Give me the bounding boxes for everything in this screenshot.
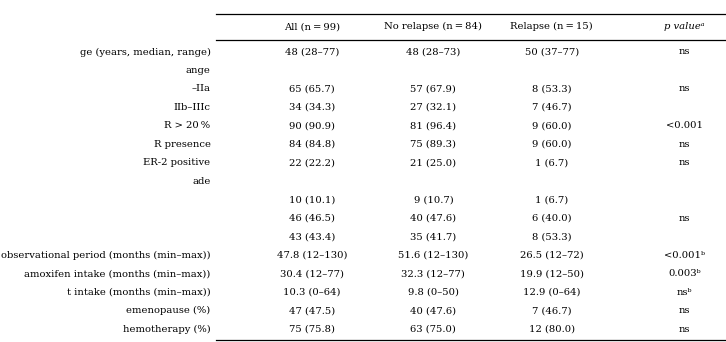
Text: 1 (6.7): 1 (6.7) [535,158,568,168]
Text: 9.8 (0–50): 9.8 (0–50) [408,288,459,297]
Text: All (n = 99): All (n = 99) [284,22,340,31]
Text: 22 (22.2): 22 (22.2) [289,158,335,168]
Text: No relapse (n = 84): No relapse (n = 84) [385,22,482,31]
Text: 46 (46.5): 46 (46.5) [289,214,335,223]
Text: emenopause (%): emenopause (%) [126,306,211,315]
Text: 10.3 (0–64): 10.3 (0–64) [283,288,341,297]
Text: 9 (60.0): 9 (60.0) [532,140,571,149]
Text: 6 (40.0): 6 (40.0) [532,214,571,223]
Text: ns: ns [679,84,690,93]
Text: ns: ns [679,140,690,149]
Text: p valueᵃ: p valueᵃ [664,22,705,31]
Text: 90 (90.9): 90 (90.9) [289,121,335,130]
Text: 19.9 (12–50): 19.9 (12–50) [520,269,584,278]
Text: ns: ns [679,48,690,56]
Text: 81 (96.4): 81 (96.4) [410,121,457,130]
Text: IIb–IIIc: IIb–IIIc [174,103,211,112]
Text: <0.001: <0.001 [666,121,703,130]
Text: 9 (60.0): 9 (60.0) [532,121,571,130]
Text: 75 (89.3): 75 (89.3) [410,140,457,149]
Text: nsᵇ: nsᵇ [677,288,693,297]
Text: t intake (months (min–max)): t intake (months (min–max)) [67,288,211,297]
Text: Relapse (n = 15): Relapse (n = 15) [510,22,593,31]
Text: 7 (46.7): 7 (46.7) [532,103,571,112]
Text: 47 (47.5): 47 (47.5) [289,306,335,315]
Text: ge (years, median, range): ge (years, median, range) [80,48,211,56]
Text: ns: ns [679,325,690,334]
Text: 8 (53.3): 8 (53.3) [532,232,571,241]
Text: 0.003ᵇ: 0.003ᵇ [669,269,701,278]
Text: 27 (32.1): 27 (32.1) [410,103,457,112]
Text: observational period (months (min–max)): observational period (months (min–max)) [1,251,211,260]
Text: 43 (43.4): 43 (43.4) [289,232,335,241]
Text: 51.6 (12–130): 51.6 (12–130) [399,251,468,260]
Text: ade: ade [192,177,211,186]
Text: R presence: R presence [153,140,211,149]
Text: ns: ns [679,158,690,168]
Text: 21 (25.0): 21 (25.0) [410,158,457,168]
Text: 57 (67.9): 57 (67.9) [410,84,457,93]
Text: amoxifen intake (months (min–max)): amoxifen intake (months (min–max)) [24,269,211,278]
Text: 47.8 (12–130): 47.8 (12–130) [277,251,348,260]
Text: 30.4 (12–77): 30.4 (12–77) [280,269,344,278]
Text: 9 (10.7): 9 (10.7) [414,195,453,205]
Text: 48 (28–77): 48 (28–77) [285,48,339,56]
Text: 34 (34.3): 34 (34.3) [289,103,335,112]
Text: 7 (46.7): 7 (46.7) [532,306,571,315]
Text: 12 (80.0): 12 (80.0) [529,325,575,334]
Text: 32.3 (12–77): 32.3 (12–77) [401,269,465,278]
Text: ange: ange [186,66,211,75]
Text: 65 (65.7): 65 (65.7) [289,84,335,93]
Text: 8 (53.3): 8 (53.3) [532,84,571,93]
Text: ns: ns [679,214,690,223]
Text: 10 (10.1): 10 (10.1) [289,195,335,205]
Text: 1 (6.7): 1 (6.7) [535,195,568,205]
Text: 40 (47.6): 40 (47.6) [410,214,457,223]
Text: 35 (41.7): 35 (41.7) [410,232,457,241]
Text: 40 (47.6): 40 (47.6) [410,306,457,315]
Text: 12.9 (0–64): 12.9 (0–64) [523,288,581,297]
Text: 50 (37–77): 50 (37–77) [525,48,579,56]
Text: ER-2 positive: ER-2 positive [144,158,211,168]
Text: <0.001ᵇ: <0.001ᵇ [664,251,705,260]
Text: 84 (84.8): 84 (84.8) [289,140,335,149]
Text: –IIa: –IIa [192,84,211,93]
Text: R > 20 %: R > 20 % [164,121,211,130]
Text: 48 (28–73): 48 (28–73) [407,48,460,56]
Text: 26.5 (12–72): 26.5 (12–72) [520,251,584,260]
Text: 75 (75.8): 75 (75.8) [289,325,335,334]
Text: hemotherapy (%): hemotherapy (%) [123,325,211,334]
Text: ns: ns [679,306,690,315]
Text: 63 (75.0): 63 (75.0) [410,325,457,334]
